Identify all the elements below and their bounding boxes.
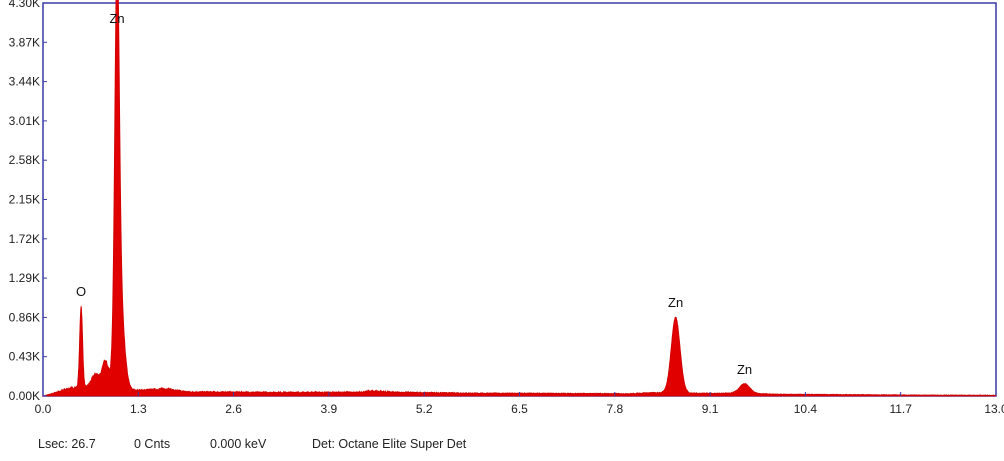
- y-tick-label: 1.72K: [9, 232, 40, 246]
- x-tick-label: 10.4: [794, 402, 818, 416]
- peak-label: Zn: [668, 295, 683, 310]
- x-tick-label: 2.6: [225, 402, 242, 416]
- x-tick-label: 13.0: [984, 402, 1004, 416]
- x-tick-label: 6.5: [511, 402, 528, 416]
- y-tick-label: 2.58K: [9, 153, 40, 167]
- y-tick-label: 0.86K: [9, 310, 40, 324]
- peak-label: Zn: [737, 362, 752, 377]
- peak-label: Zn: [109, 11, 124, 26]
- detector-name: Det: Octane Elite Super Det: [312, 437, 467, 451]
- x-tick-label: 5.2: [416, 402, 433, 416]
- y-tick-label: 0.43K: [9, 350, 40, 364]
- energy-readout: 0.000 keV: [210, 437, 267, 451]
- x-axis: 0.0 1.3 2.6 3.9 5.2 6.5 7.8 9.1 10.4 11.7 13.0: [35, 392, 1004, 416]
- x-tick-label: 1.3: [130, 402, 147, 416]
- y-tick-label: 2.15K: [9, 193, 40, 207]
- live-seconds: Lsec: 26.7: [38, 437, 96, 451]
- y-tick-label: 3.87K: [9, 35, 40, 49]
- y-axis: 0.00K 0.43K 0.86K 1.29K 1.72K 2.15K 2.58K 3.01K…: [9, 0, 47, 403]
- counts-readout: 0 Cnts: [134, 437, 171, 451]
- y-tick-label: 0.00K: [9, 389, 40, 403]
- plot-frame: [42, 2, 997, 397]
- x-tick-label: 3.9: [321, 402, 338, 416]
- peak-labels: O Zn Zn Zn: [76, 11, 752, 377]
- x-tick-label: 11.7: [889, 402, 912, 416]
- y-tick-label: 1.29K: [9, 271, 40, 285]
- y-tick-label: 3.44K: [9, 75, 40, 89]
- y-tick-label: 3.01K: [9, 114, 40, 128]
- peak-label: O: [76, 284, 86, 299]
- x-tick-label: 0.0: [35, 402, 52, 416]
- x-tick-label: 7.8: [606, 402, 623, 416]
- x-tick-label: 9.1: [702, 402, 719, 416]
- y-tick-label: 4.30K: [9, 0, 40, 10]
